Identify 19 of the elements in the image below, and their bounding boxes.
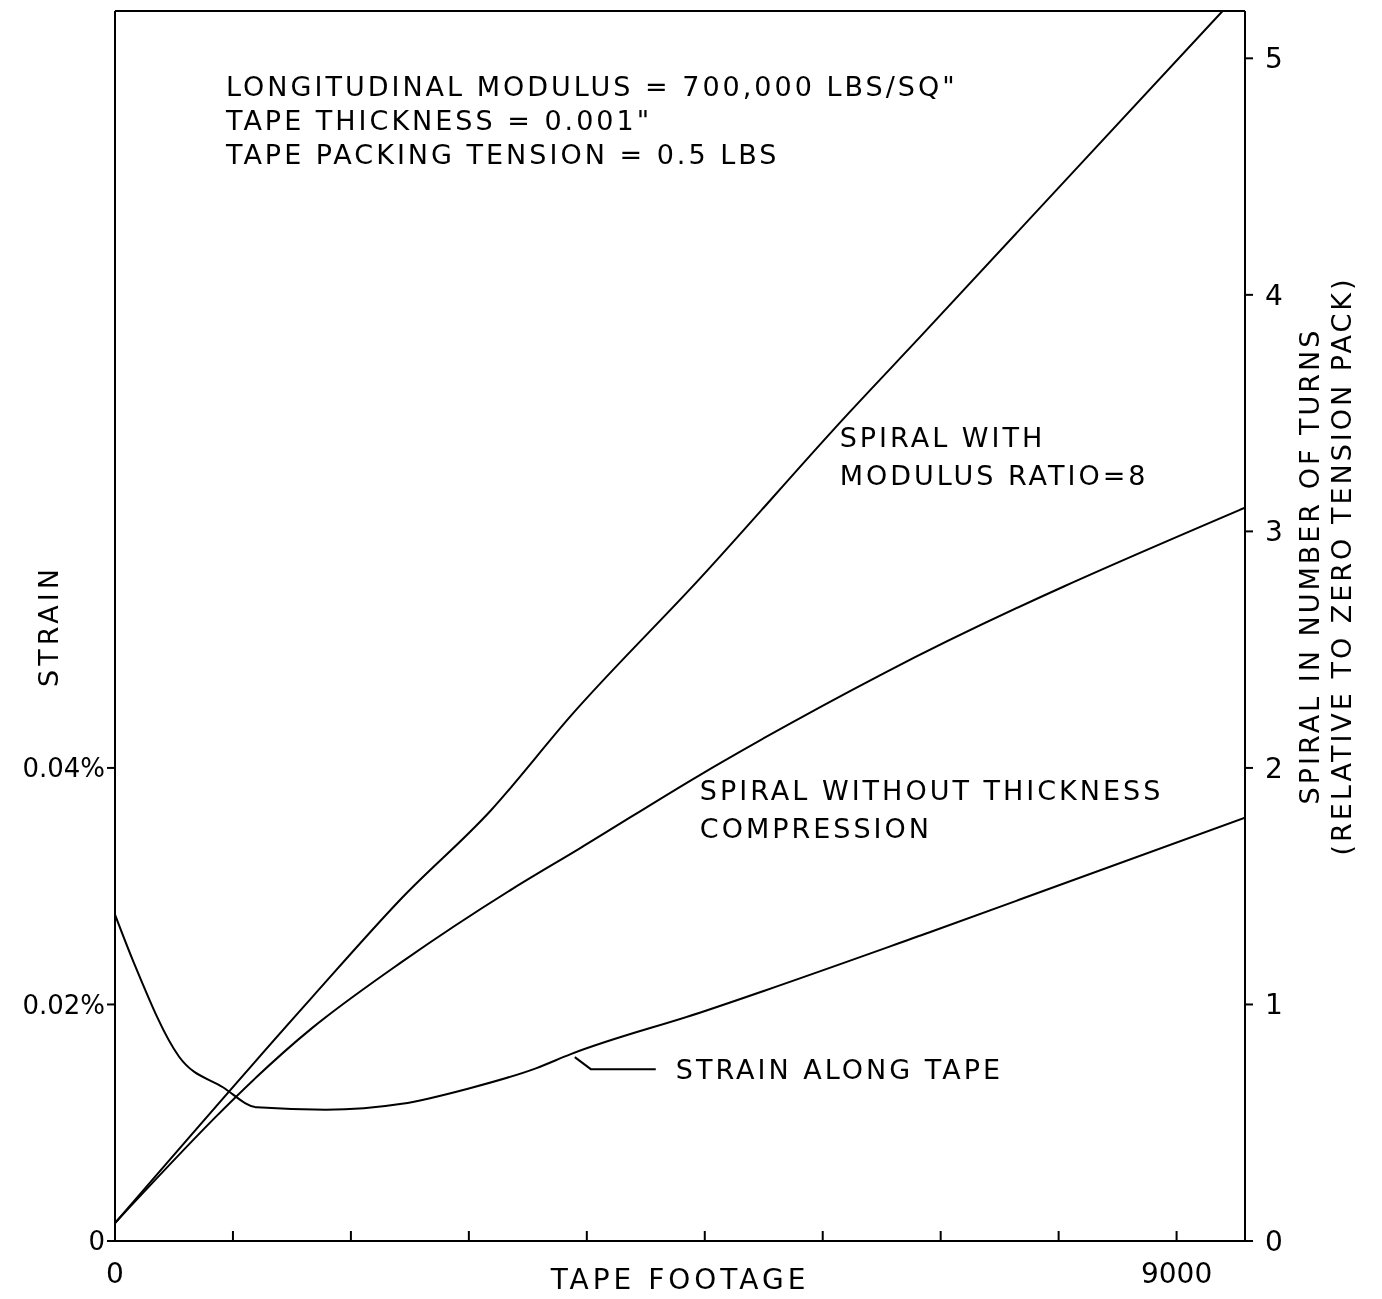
x-axis-title: TAPE FOOTAGE	[549, 1263, 810, 1296]
y-tick-label: 0	[88, 1226, 105, 1257]
y2-tick-label: 2	[1265, 751, 1283, 785]
series-label: SPIRAL WITHOUT THICKNESS COMPRESSION	[699, 775, 1164, 845]
x-tick-label: 9000	[1140, 1256, 1213, 1290]
annotation: LONGITUDINAL MODULUS = 700,000 LBS/SQ"	[226, 70, 958, 104]
annotation: TAPE PACKING TENSION = 0.5 LBS	[226, 138, 781, 172]
y2-tick-label: 1	[1265, 988, 1283, 1022]
y-tick-label: 0.04%	[22, 753, 105, 784]
legend-label: STRAIN ALONG TAPE	[675, 1054, 1004, 1086]
y2-tick-label: 0	[1265, 1224, 1283, 1258]
annotation: TAPE THICKNESS = 0.001"	[226, 104, 654, 138]
y-axis-title: STRAIN	[32, 565, 64, 687]
y2-tick-label: 3	[1265, 515, 1283, 549]
series-label: SPIRAL WITH MODULUS RATIO=8	[839, 422, 1149, 492]
y2-tick-label: 5	[1265, 42, 1283, 76]
y2-axis-title: SPIRAL IN NUMBER OF TURNS (RELATIVE TO ZERO TENSION PACK)	[1294, 276, 1357, 856]
y2-tick-label: 4	[1265, 278, 1283, 312]
y-tick-label: 0.02%	[22, 989, 105, 1020]
